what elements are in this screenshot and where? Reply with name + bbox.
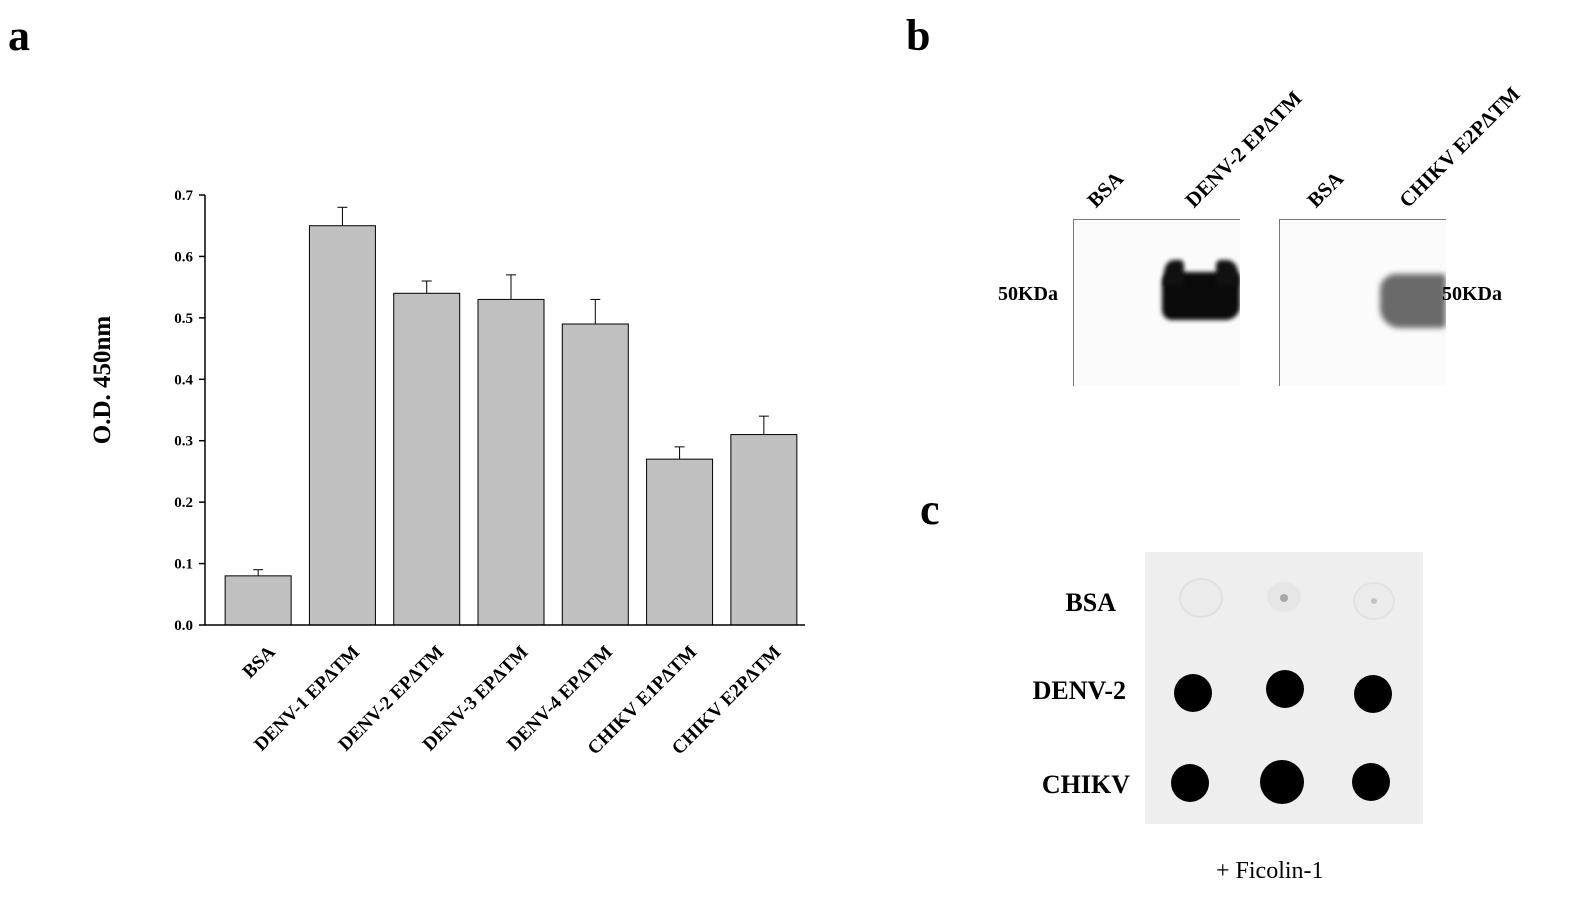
y-tick-label: 0.2 <box>174 495 193 511</box>
row-label-bsa: BSA <box>1065 588 1116 617</box>
row-label-chikv: CHIKV <box>1041 770 1130 799</box>
dot-denv2-1 <box>1174 674 1212 712</box>
y-axis-label: O.D. 450nm <box>89 316 116 445</box>
y-tick-label: 0.3 <box>174 434 193 450</box>
dot-bsa-1 <box>1179 578 1223 618</box>
marker-50kda-left: 50KDa <box>998 283 1058 305</box>
y-tick-label: 0.1 <box>174 557 193 573</box>
bar <box>224 575 292 626</box>
marker-50kda-right: 50KDa <box>1442 283 1502 305</box>
blot-membrane-left <box>1073 219 1240 386</box>
panel-label-a: a <box>8 11 30 60</box>
x-tick-label: BSA <box>239 641 280 682</box>
panel-label-b: b <box>906 11 931 60</box>
panel-label-c: c <box>920 485 940 534</box>
bar <box>646 458 714 626</box>
lane-label-bsa-left: BSA <box>1082 166 1129 213</box>
lane-label-denv2: DENV-2 EPΔTM <box>1180 86 1307 213</box>
y-tick-label: 0.0 <box>174 618 193 634</box>
dot-chikv-1 <box>1171 764 1209 802</box>
y-tick-label: 0.4 <box>174 372 193 388</box>
dot-chikv-2 <box>1260 760 1304 804</box>
bar <box>730 434 798 626</box>
bar <box>561 323 629 626</box>
dot-blot-membrane <box>1145 552 1423 824</box>
lane-label-chikv-e2: CHIKV E2PΔTM <box>1394 81 1525 213</box>
y-tick-label: 0.6 <box>174 249 193 265</box>
blot-membrane-right <box>1279 219 1446 386</box>
dot-blot-caption: + Ficolin-1 <box>1216 858 1324 884</box>
row-label-denv2: DENV-2 <box>1032 676 1126 705</box>
lane-label-bsa-right: BSA <box>1302 166 1349 213</box>
band-chikv-e2 <box>1380 274 1446 328</box>
y-tick-label: 0.7 <box>174 188 193 204</box>
dot-denv2-3 <box>1354 675 1392 713</box>
bar <box>393 292 461 626</box>
dot-chikv-3 <box>1352 763 1390 801</box>
dot-denv2-2 <box>1266 670 1304 708</box>
bar <box>477 298 545 626</box>
y-tick-label: 0.5 <box>174 311 193 327</box>
bar <box>308 225 376 626</box>
